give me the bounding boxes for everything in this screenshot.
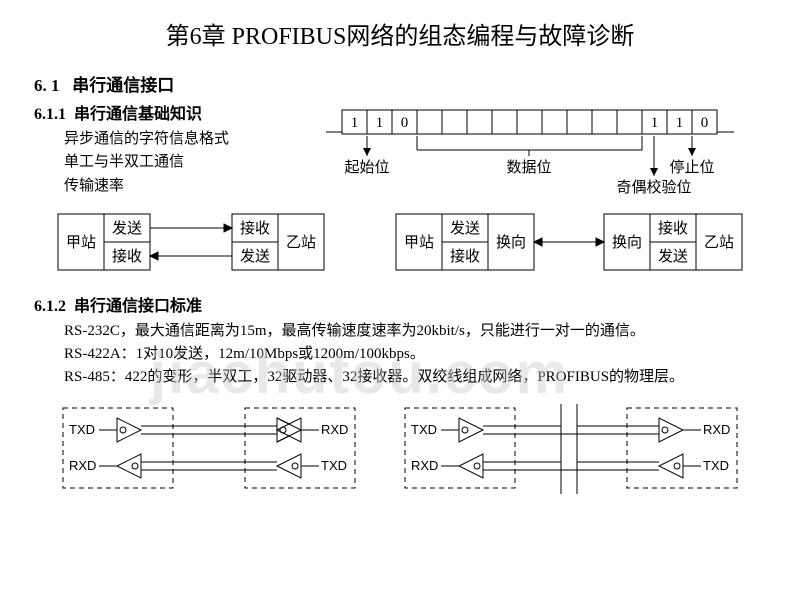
row-611: 6.1.1 串行通信基础知识 异步通信的字符信息格式 单工与半双工通信 传输速率… bbox=[34, 100, 766, 198]
sub1-l3: 传输速率 bbox=[34, 175, 324, 198]
page-title: 第6章 PROFIBUS网络的组态编程与故障诊断 bbox=[34, 16, 766, 51]
svg-text:1: 1 bbox=[676, 115, 684, 131]
row-boxes: 甲站 发送 接收 接收 发送 乙站 甲站 发送 接收 bbox=[34, 212, 766, 274]
frame-stop-label: 停止位 bbox=[669, 159, 714, 176]
rs485-diagram: TXD RXD RXD TXD bbox=[401, 404, 741, 494]
sub2-p2: RS-422A：1对10发送，12m/10Mbps或1200m/100kbps。 bbox=[34, 343, 766, 366]
pin-txd-l2: TXD bbox=[411, 422, 437, 437]
sub2-p3: RS-485：422的变形，半双工，32驱动器、32接收器。双绞线组成网络，PR… bbox=[34, 366, 766, 389]
sub1-label: 串行通信基础知识 bbox=[74, 106, 202, 123]
frame-start-label: 起始位 bbox=[344, 159, 389, 176]
sub-612-heading: 6.1.2 串行通信接口标准 bbox=[34, 292, 766, 316]
frame-diagram: 1 1 0 1 1 0 起始位 数据位 奇偶校验位 停止位 bbox=[324, 106, 744, 196]
sub2-p1: RS-232C，最大通信距离为15m，最高传输速度速率为20kbit/s，只能进… bbox=[34, 320, 766, 343]
left-611: 6.1.1 串行通信基础知识 异步通信的字符信息格式 单工与半双工通信 传输速率 bbox=[34, 100, 324, 198]
box-js1: 接收 bbox=[112, 248, 142, 265]
sub-611-heading: 6.1.1 串行通信基础知识 bbox=[34, 100, 324, 124]
box-js3: 接收 bbox=[450, 248, 480, 265]
box-yi2: 乙站 bbox=[704, 234, 734, 251]
box-fs4: 发送 bbox=[658, 248, 688, 265]
sub1-l2: 单工与半双工通信 bbox=[34, 151, 324, 174]
sub1-l1: 异步通信的字符信息格式 bbox=[34, 128, 324, 151]
sec-label: 串行通信接口 bbox=[72, 76, 174, 95]
section-heading: 6. 1 串行通信接口 bbox=[34, 71, 766, 96]
frame-data-label: 数据位 bbox=[506, 159, 551, 176]
row-drivers: TXD RXD RXD TXD bbox=[34, 404, 766, 494]
box-fs3: 发送 bbox=[450, 220, 480, 237]
box-fs2: 发送 bbox=[240, 248, 270, 265]
box-fs1: 发送 bbox=[112, 220, 142, 237]
box-jia2: 甲站 bbox=[404, 234, 434, 251]
pin-rxd-l2: RXD bbox=[411, 458, 438, 473]
pin-rxd-l: RXD bbox=[69, 458, 96, 473]
box-js4: 接收 bbox=[658, 220, 688, 237]
box-jia: 甲站 bbox=[66, 234, 96, 251]
sec-num: 6. 1 bbox=[34, 76, 60, 95]
svg-text:1: 1 bbox=[351, 115, 359, 131]
svg-text:1: 1 bbox=[651, 115, 659, 131]
rs422-diagram: TXD RXD RXD TXD bbox=[59, 404, 359, 494]
pin-rxd-r2: RXD bbox=[703, 422, 730, 437]
box-yi: 乙站 bbox=[286, 234, 316, 251]
sub2-label: 串行通信接口标准 bbox=[74, 298, 202, 315]
box-js2: 接收 bbox=[240, 220, 270, 237]
box-hx2: 换向 bbox=[612, 234, 642, 251]
svg-text:0: 0 bbox=[701, 115, 709, 131]
svg-text:0: 0 bbox=[401, 115, 409, 131]
pin-txd-r: TXD bbox=[321, 458, 347, 473]
svg-text:1: 1 bbox=[376, 115, 384, 131]
pin-txd-r2: TXD bbox=[703, 458, 729, 473]
simplex-diagram: 甲站 发送 接收 接收 发送 乙站 bbox=[56, 212, 326, 274]
frame-parity-label: 奇偶校验位 bbox=[616, 179, 691, 196]
box-hx1: 换向 bbox=[496, 234, 526, 251]
sub1-num: 6.1.1 bbox=[34, 106, 66, 123]
pin-rxd-r: RXD bbox=[321, 422, 348, 437]
sub2-num: 6.1.2 bbox=[34, 298, 66, 315]
halfduplex-diagram: 甲站 发送 接收 换向 换向 接收 发送 乙站 bbox=[394, 212, 744, 274]
pin-txd-l: TXD bbox=[69, 422, 95, 437]
